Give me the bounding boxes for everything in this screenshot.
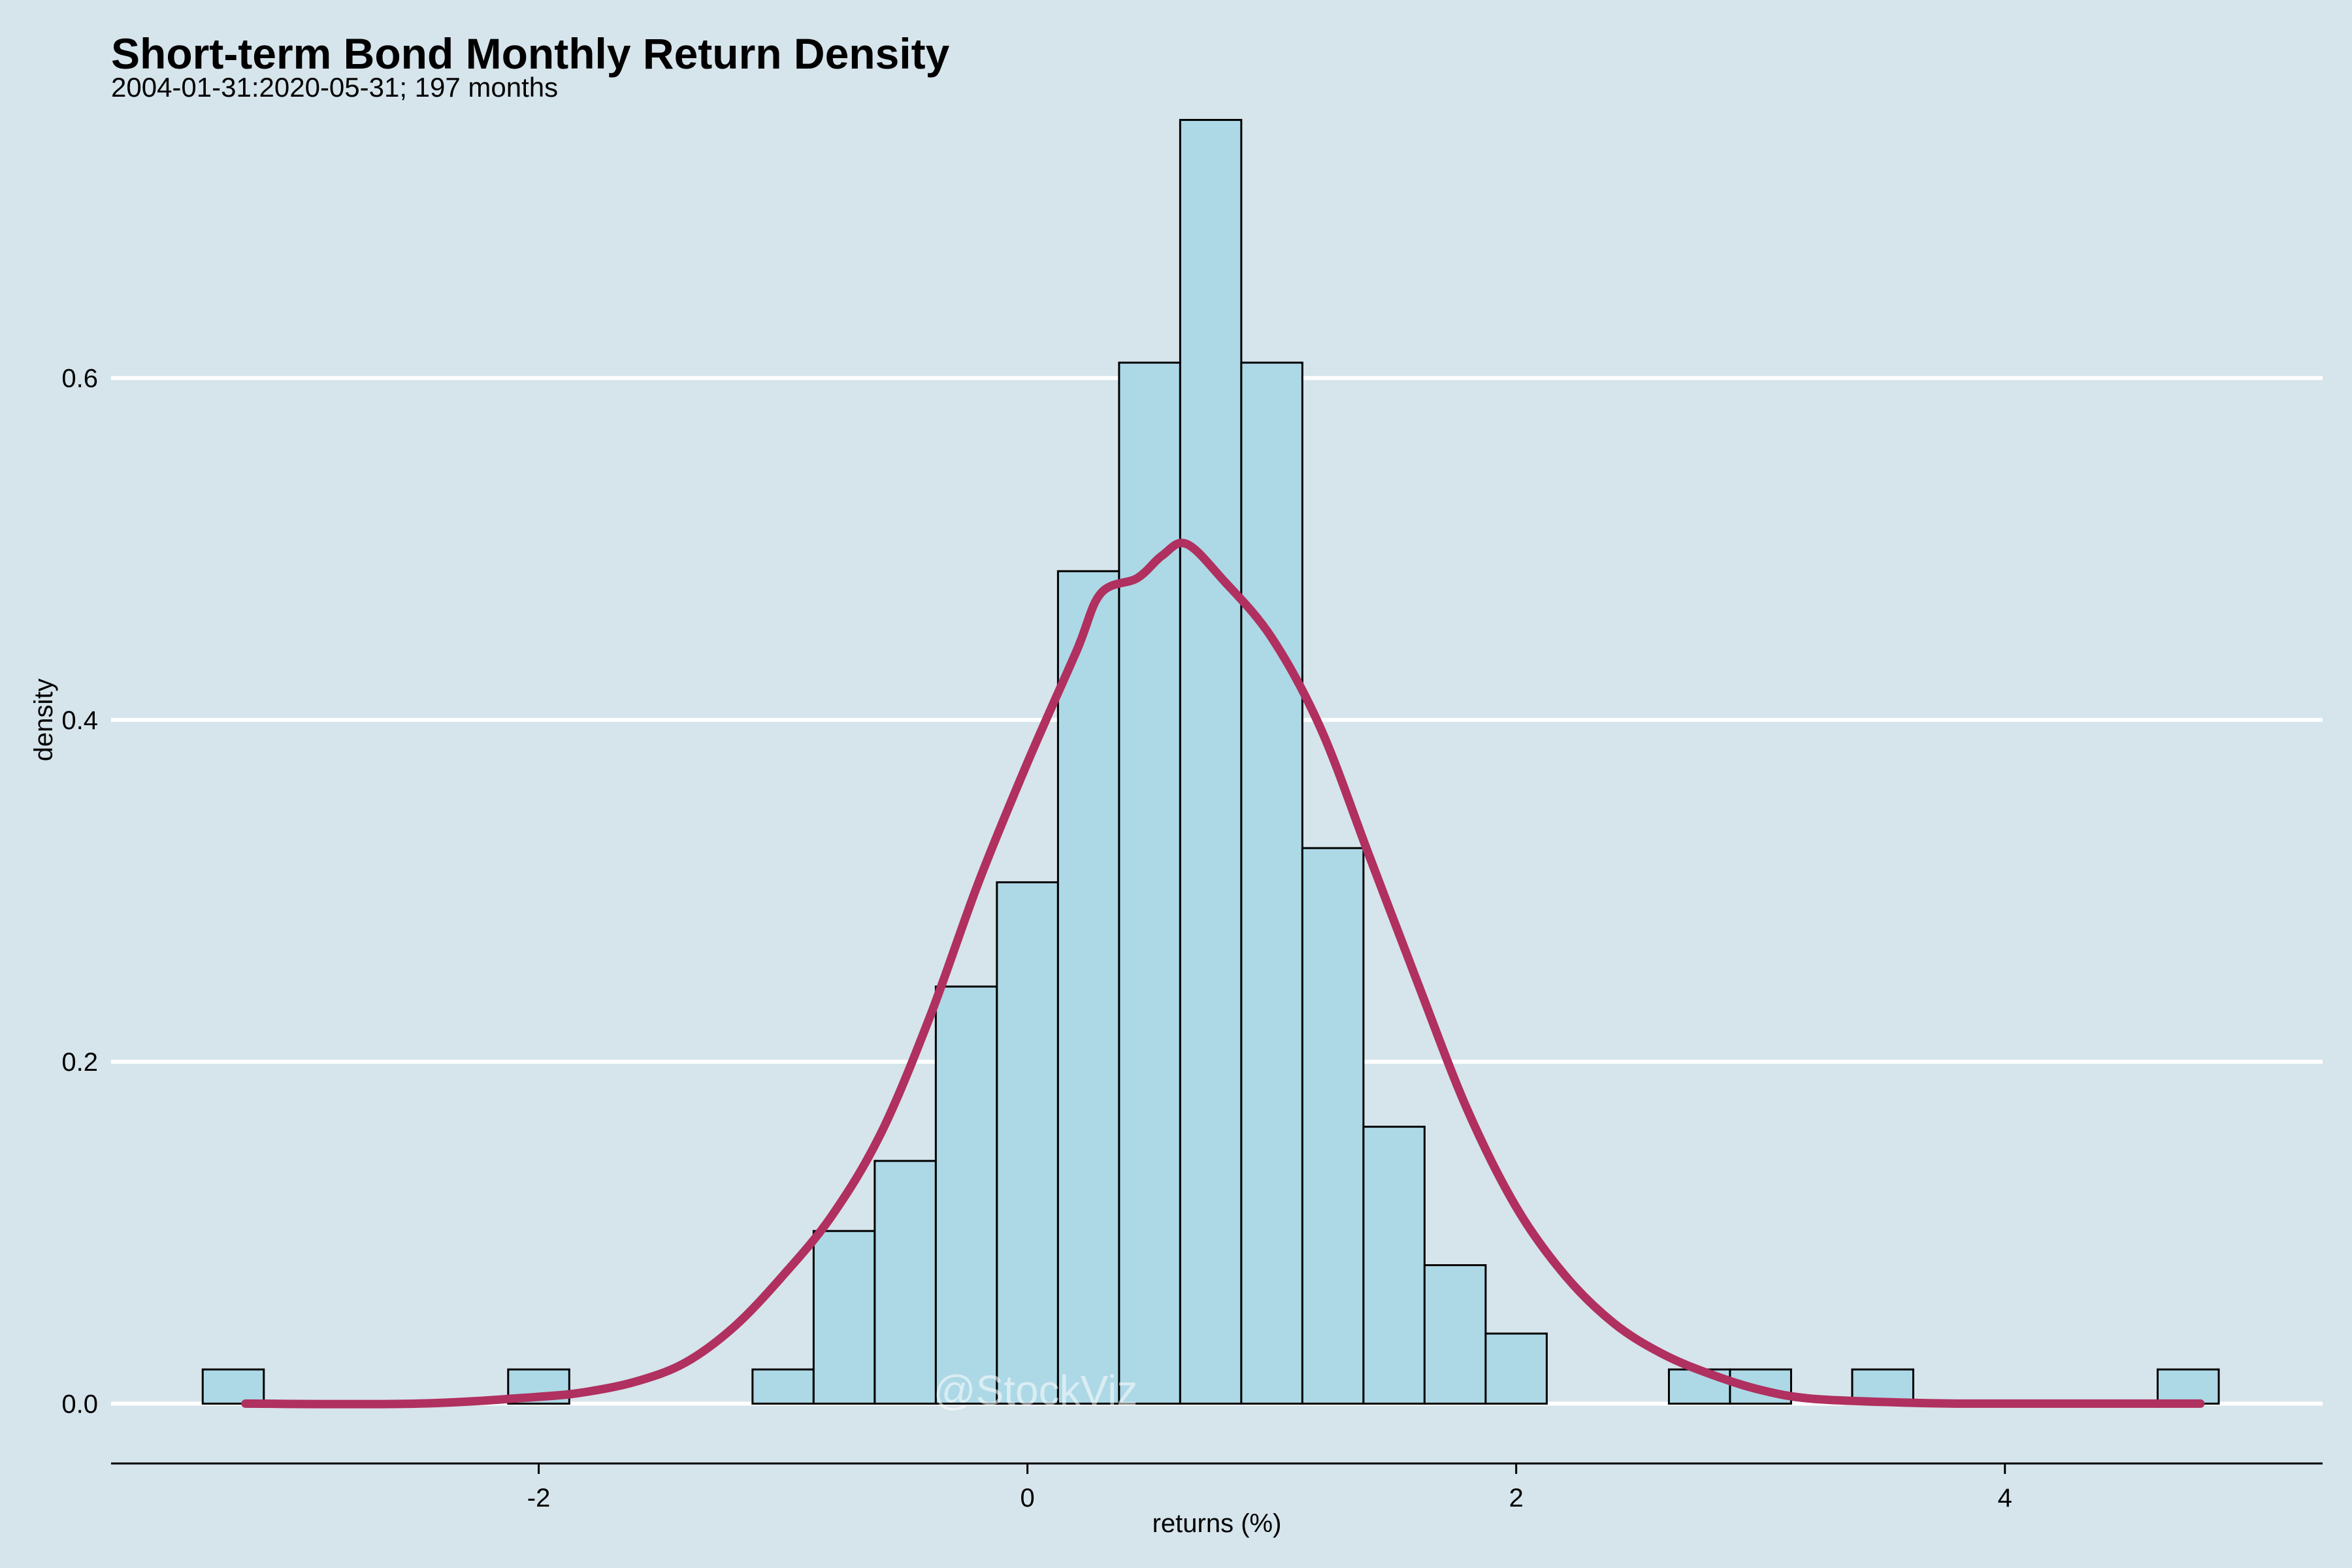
chart-title: Short-term Bond Monthly Return Density [111, 29, 950, 78]
histogram-bar-18 [2157, 1368, 2220, 1405]
histogram-bar-4 [874, 1160, 937, 1405]
x-tick-label-0: -2 [527, 1484, 551, 1512]
y-tick-label-3: 0.6 [61, 365, 98, 393]
histogram-bar-7 [1056, 570, 1120, 1405]
x-tick-label-1: 0 [1020, 1484, 1034, 1512]
histogram-bar-6 [996, 881, 1059, 1405]
watermark-text: @StockViz [934, 1367, 1138, 1414]
histogram-bar-11 [1301, 847, 1365, 1405]
y-tick-label-1: 0.2 [61, 1048, 98, 1077]
histogram-bar-10 [1240, 361, 1303, 1405]
histogram-bar-0 [201, 1368, 265, 1405]
y-axis-ticks: 0.0 0.2 0.4 0.6 [61, 365, 98, 1419]
histogram-bar-2 [751, 1368, 815, 1405]
histogram-bar-14 [1484, 1332, 1548, 1405]
x-tick-label-2: 2 [1509, 1484, 1524, 1512]
histogram-bar-9 [1179, 119, 1243, 1405]
x-axis-ticks: -2 0 2 4 [527, 1463, 2012, 1512]
x-tick-label-3: 4 [1998, 1484, 2012, 1512]
histogram-bar-5 [934, 985, 998, 1405]
y-axis-label: density [29, 679, 58, 762]
x-axis-label: returns (%) [1152, 1509, 1282, 1538]
histogram-bar-13 [1423, 1264, 1487, 1405]
histogram-bar-12 [1362, 1126, 1426, 1405]
histogram-bar-3 [812, 1230, 876, 1405]
density-curve [241, 538, 2205, 1409]
y-tick-label-0: 0.0 [61, 1390, 98, 1418]
y-tick-label-2: 0.4 [61, 706, 98, 735]
histogram-bar-8 [1118, 361, 1181, 1405]
chart-subtitle: 2004-01-31:2020-05-31; 197 months [111, 72, 559, 103]
histogram-bars [201, 119, 2220, 1405]
